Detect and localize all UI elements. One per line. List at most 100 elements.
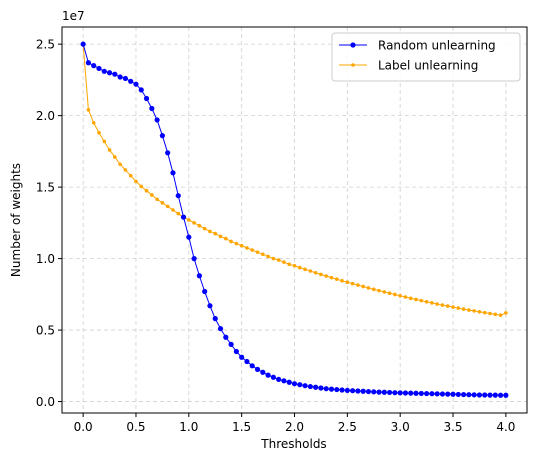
data-point [187, 218, 191, 222]
y-scale-label: 1e7 [62, 9, 85, 23]
data-point [239, 354, 245, 360]
data-point [503, 392, 509, 398]
y-tick-label: 0.0 [36, 395, 55, 409]
data-point [150, 193, 154, 197]
data-point [334, 386, 340, 393]
data-point [498, 313, 503, 318]
legend: Random unlearning Label unlearning [331, 32, 521, 82]
data-point [393, 292, 397, 297]
data-point [86, 108, 91, 112]
data-point [250, 248, 255, 252]
y-tick-label: 2.0 [36, 109, 55, 123]
data-point [376, 389, 382, 395]
data-point [159, 133, 165, 139]
data-point [254, 366, 261, 372]
x-tick-label: 0.0 [74, 420, 93, 434]
data-point [270, 374, 276, 380]
data-point [233, 348, 239, 355]
data-point [493, 312, 498, 317]
x-tick-label: 2.0 [285, 420, 304, 434]
legend-marker-random [350, 42, 356, 48]
data-point [260, 252, 265, 257]
data-point [217, 326, 224, 332]
data-point [239, 243, 244, 248]
data-point [324, 274, 329, 278]
data-point [313, 384, 319, 390]
y-tick-label: 0.5 [36, 323, 55, 337]
axis-ticks: 0.0 0.5 1.0 1.5 2.0 2.5 3.0 3.5 4.0 0.0 0.5 1.0 1.5 2… [36, 37, 516, 434]
data-point [112, 71, 118, 77]
data-point [392, 390, 398, 396]
data-point [118, 162, 122, 167]
data-point [260, 369, 266, 375]
data-point [467, 308, 471, 312]
data-point [430, 301, 434, 305]
data-point [286, 379, 292, 385]
data-point [292, 263, 297, 268]
data-point [271, 256, 276, 261]
data-point [403, 295, 408, 299]
data-point [276, 376, 282, 383]
data-point [128, 78, 134, 84]
data-point [244, 358, 250, 365]
data-point [381, 389, 387, 395]
data-point [371, 287, 376, 292]
data-point [318, 385, 324, 391]
data-point [134, 179, 138, 184]
data-point [281, 378, 287, 384]
y-tick-label: 2.5 [36, 37, 55, 51]
series-layer [80, 41, 509, 398]
data-point [122, 75, 129, 82]
data-point [180, 214, 187, 220]
data-point [224, 236, 228, 241]
data-point [91, 63, 97, 69]
data-point [439, 391, 446, 397]
data-point [144, 188, 149, 193]
data-point [170, 170, 176, 176]
data-point [429, 391, 435, 397]
data-point [197, 223, 202, 228]
data-point [218, 234, 223, 239]
data-point [266, 254, 270, 259]
data-point [276, 258, 281, 262]
data-point [398, 293, 402, 298]
data-point [460, 391, 467, 398]
data-point [377, 288, 381, 293]
data-point [472, 309, 476, 313]
data-point [102, 139, 107, 144]
data-point [265, 372, 271, 378]
x-tick-label: 0.5 [126, 420, 145, 434]
data-point [408, 390, 414, 396]
data-point [313, 270, 318, 275]
data-point [191, 256, 197, 262]
data-point [488, 311, 492, 316]
data-point [113, 155, 117, 159]
data-point [139, 184, 144, 189]
data-point [307, 383, 313, 390]
data-point [208, 229, 212, 234]
data-point [461, 307, 466, 311]
data-point [255, 250, 260, 254]
data-point [133, 81, 139, 87]
data-point [228, 341, 234, 347]
data-point [287, 262, 292, 267]
data-point [418, 390, 424, 397]
data-point [303, 267, 307, 272]
data-point [282, 260, 286, 264]
data-point [106, 70, 113, 76]
data-point [123, 168, 128, 172]
data-point [350, 388, 356, 394]
data-point [128, 173, 133, 178]
data-point [492, 392, 498, 398]
x-tick-label: 1.0 [179, 420, 198, 434]
data-point [85, 60, 92, 66]
x-tick-label: 1.5 [232, 420, 251, 434]
x-tick-label: 3.0 [391, 420, 410, 434]
data-point [154, 117, 160, 123]
data-point [101, 68, 107, 74]
data-point [202, 288, 208, 295]
data-point [365, 388, 372, 395]
legend-marker-label [351, 63, 355, 67]
data-point [350, 281, 355, 286]
data-point [328, 386, 335, 392]
